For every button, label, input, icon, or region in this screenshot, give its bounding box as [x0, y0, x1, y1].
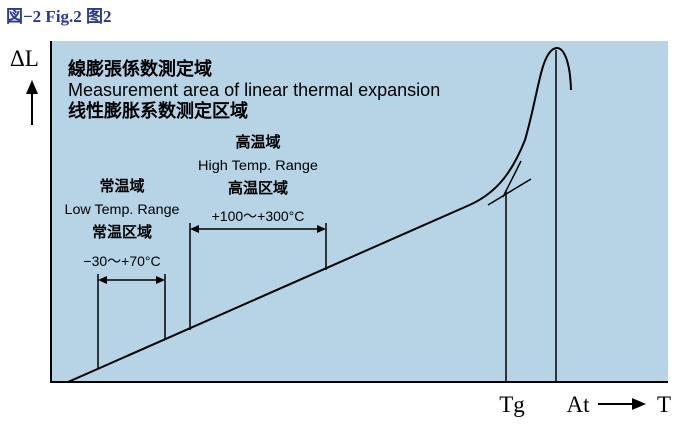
at-label: At: [567, 392, 591, 417]
x-axis-label: T: [657, 392, 671, 417]
tg-label: Tg: [499, 392, 525, 417]
high-range-en: High Temp. Range: [198, 157, 318, 173]
x-arrow-head-icon: [632, 398, 646, 410]
y-axis-label: ΔL: [10, 46, 39, 71]
figure-label: 図−2 Fig.2 图2: [6, 7, 112, 26]
low-range-right-arrow-icon: [156, 276, 165, 284]
low-range-zh: 常温区域: [92, 223, 152, 241]
tangent-line: [487, 178, 532, 206]
title-zh: 线性膨胀系数测定区域: [68, 100, 248, 121]
low-range-left-arrow-icon: [98, 276, 107, 284]
low-range-en: Low Temp. Range: [65, 201, 180, 217]
low-range-ja: 常温域: [99, 177, 144, 195]
high-range-value: +100〜+300°C: [212, 208, 305, 224]
low-range-value: −30〜+70°C: [83, 253, 160, 269]
high-range-ja: 高温域: [235, 133, 280, 151]
expansion-curve: [67, 47, 572, 383]
title-ja: 線膨張係数測定域: [68, 58, 212, 79]
high-range-right-arrow-icon: [317, 225, 326, 233]
high-range-left-arrow-icon: [190, 225, 199, 233]
title-en: Measurement area of linear thermal expan…: [68, 80, 440, 100]
y-arrow-head-icon: [26, 80, 38, 94]
plot-panel: [51, 41, 668, 382]
high-range-zh: 高温区域: [228, 179, 288, 197]
